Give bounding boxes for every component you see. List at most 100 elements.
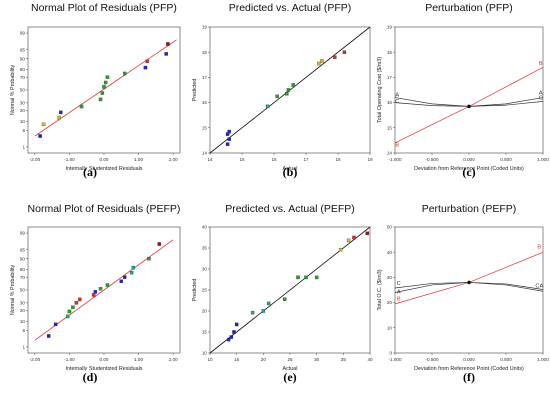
y-axis-label: Predicted [192,79,198,102]
x-tick-label: 15 [239,157,245,162]
x-tick-label: -0.500 [425,157,438,162]
x-tick-label: 19 [367,157,373,162]
y-axis-label: Normal % Probability [10,65,16,116]
y-tick-label: 40 [202,225,208,230]
panel-caption: (c) [462,165,475,179]
x-tick-label: 20 [261,357,267,362]
series-end-label: B [397,297,401,303]
panel-c: -1.000 -0.500 0.000 0.500 1.000 14 15 16 17 18 19 D… [377,2,549,179]
panel-d: -2.00 -1.00 0.00 1.00 2.00 1 5 10 20 30 50 70 80 90 95… [10,203,180,384]
data-point [93,290,98,294]
data-point [157,242,161,246]
y-tick-label: 5 [22,128,25,133]
x-tick-label: -0.500 [425,357,438,362]
y-tick-label: 35 [202,246,208,251]
x-tick-label: 0.000 [463,357,475,362]
x-tick-label: 0.000 [463,157,475,162]
data-point [98,97,103,102]
data-point [365,231,370,236]
x-tick-label: -1.000 [388,157,401,162]
y-tick-label: 30 [20,100,26,105]
plot-frame [394,26,544,154]
y-tick-label: 70 [20,275,26,280]
y-tick-label: 30 [20,300,26,305]
data-point [234,322,239,327]
chart-title: Predicted vs. Actual (PEFP) [225,203,355,215]
y-tick-label: 50 [20,88,26,93]
data-point [123,71,127,76]
data-point [317,61,321,66]
x-tick-label: 16 [271,157,277,162]
y-tick-label: 50 [387,225,393,230]
x-tick-label: 0.00 [100,157,109,162]
plot-frame [27,26,181,154]
y-tick-label: 10 [202,351,208,356]
y-tick-label: 18 [202,50,208,55]
x-tick-label: 35 [341,357,347,362]
data-point [71,305,75,309]
data-point [352,235,356,240]
y-tick-label: 25 [202,288,208,293]
y-tick-label: 70 [20,75,26,80]
reference-line [209,226,371,354]
data-point [261,309,266,313]
y-tick-label: 80 [20,267,26,272]
y-tick-label: 20 [20,108,26,113]
y-tick-label: 90 [20,256,26,261]
data-point [250,310,255,315]
data-point [333,55,337,59]
data-point [91,293,96,297]
x-tick-label: 1.000 [537,357,549,362]
x-axis-label: Deviation from Reference Point (Coded Un… [414,366,524,372]
x-tick-label: 1.000 [537,157,549,162]
reference-point [467,104,471,109]
series-end-label: B [539,61,543,67]
data-point [296,275,300,280]
data-point [119,279,123,283]
y-tick-label: 16 [202,100,208,105]
data-point [227,137,231,141]
x-tick-label: 17 [303,157,309,162]
data-point [342,50,347,54]
chart-title: Normal Plot of Residuals (PEFP) [28,203,181,215]
panel-f: -1.000 -0.500 0.000 0.500 1.000 0 10 20 30 40 50 De… [377,203,549,384]
reference-line [34,39,177,137]
series-end-label: B [537,244,541,250]
data-point [47,334,51,338]
y-axis-label: Total O.C. ($/m3) [377,269,383,310]
y-tick-label: 19 [202,25,208,30]
data-point [143,65,148,70]
series-end-label: CA [535,283,543,289]
data-point [38,134,42,138]
data-point [145,59,149,63]
y-tick-label: 10 [387,325,393,330]
y-tick-label: 99 [20,231,26,236]
panel-caption: (b) [283,165,298,179]
data-point [285,92,289,96]
x-tick-label: 0.500 [500,157,512,162]
x-tick-label: 10 [207,357,213,362]
data-point [147,256,151,261]
series-end-label: A [397,290,401,296]
x-tick-label: 14 [207,157,213,162]
data-point [232,330,236,334]
y-tick-label: 18 [387,50,393,55]
x-tick-label: 40 [367,357,373,362]
panel-caption: (d) [83,370,98,384]
y-tick-label: 90 [20,56,26,61]
data-point [291,83,295,87]
y-tick-label: 20 [20,308,26,313]
data-point [275,94,279,99]
series-end-label: C [395,99,399,105]
panel-caption: (a) [83,165,97,179]
panel-b: 14 15 16 17 18 19 14 15 16 17 18 19 Actual Predicted P… [192,2,373,179]
y-tick-label: 14 [202,151,208,156]
data-point [105,283,110,287]
y-axis-label: Total Operating Cost ($/m3) [377,57,383,123]
y-tick-label: 5 [22,328,25,333]
panel-a: -2.00 -1.00 0.00 1.00 2.00 1 5 10 20 30 50 70 80 90 95… [10,2,181,179]
y-tick-label: 1 [22,144,25,149]
x-axis-label: Actual [283,366,298,372]
data-point [320,59,324,63]
chart-title: Perturbation (PFP) [425,2,513,14]
